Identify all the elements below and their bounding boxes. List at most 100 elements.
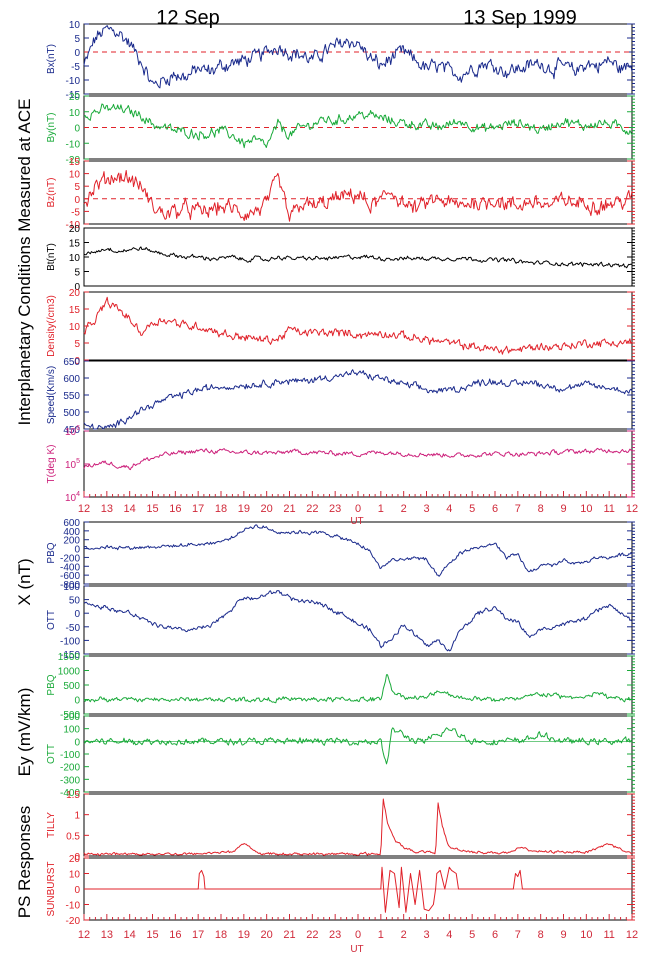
panel-8: 100 50 0 -50 -100 -150 OTT — [46, 582, 635, 661]
y-tick-label: -15 — [66, 90, 81, 101]
y-tick-label: 20 — [69, 288, 81, 299]
y-tick-label: 650 — [63, 357, 80, 368]
panel-frame — [83, 360, 633, 430]
x-tick-label: 14 — [124, 503, 136, 515]
y-tick-label: -10 — [66, 139, 81, 150]
y-tick-label: -10 — [66, 220, 81, 231]
data-series-line — [83, 727, 633, 765]
data-series-line — [83, 798, 633, 857]
group-label-ps: PS Responses — [15, 806, 34, 918]
x-tick-label: 8 — [538, 929, 544, 941]
x-tick-label: 9 — [560, 929, 566, 941]
y-tick-label: 0.5 — [66, 831, 80, 842]
date-left-title: 12 Sep — [156, 7, 219, 29]
y-tick-label: -200 — [60, 763, 80, 774]
x-tick-label: 17 — [192, 503, 204, 515]
x-tick-label: 10 — [580, 929, 592, 941]
y-tick-label: -100 — [60, 750, 80, 761]
panel-frame — [83, 585, 633, 655]
y-tick-label: 100 — [63, 582, 80, 593]
panel-9: 1500 1000 500 0 -500 PBQ — [46, 652, 635, 721]
panel-frame — [83, 227, 633, 287]
y-tick-label: 104 — [65, 491, 80, 504]
y-tick-label: 15 — [69, 157, 81, 168]
y-tick-label: 10 — [69, 108, 81, 119]
y-tick-label: 0 — [74, 282, 80, 293]
y-tick-label: 20 — [69, 92, 81, 103]
x-tick-label: 13 — [101, 929, 113, 941]
x-tick-label: 5 — [469, 929, 475, 941]
y-tick-label: 10 — [69, 322, 81, 333]
y-tick-label: 0 — [74, 48, 80, 59]
x-axis-label-bottom: UT — [350, 944, 363, 954]
y-tick-label: -5 — [71, 62, 80, 73]
y-axis-label: Bt(nT) — [46, 243, 57, 271]
x-axis-middle: 12 13 14 15 16 17 18 19 20 21 22 23 0 1 2 3 4 5 6 7 8 9 10 11 12 — [78, 491, 638, 515]
x-tick-label: 15 — [146, 929, 158, 941]
x-tick-label: 11 — [603, 503, 614, 515]
x-tick-label: 7 — [515, 503, 521, 515]
y-tick-label: 1000 — [58, 667, 81, 678]
y-axis-label: OTT — [46, 744, 57, 764]
y-tick-label: -150 — [60, 650, 80, 661]
y-tick-label: 0 — [74, 609, 80, 620]
x-tick-label: 23 — [329, 503, 341, 515]
y-tick-label: 0 — [74, 885, 80, 896]
y-tick-label: -100 — [60, 636, 80, 647]
y-tick-label: -10 — [66, 76, 81, 87]
y-tick-label: 1.5 — [66, 790, 80, 801]
x-tick-label: 3 — [423, 929, 429, 941]
x-tick-label: 12 — [626, 503, 638, 515]
x-tick-label: 22 — [306, 503, 318, 515]
data-series-line — [83, 25, 633, 89]
x-axis-bottom: 12 13 14 15 16 17 18 19 20 21 22 23 0 1 2 3 4 5 6 7 8 9 10 11 12 — [78, 914, 638, 941]
x-tick-label: 18 — [215, 929, 227, 941]
panel-1: 20 10 0 -10 -20 By(nT) — [46, 92, 635, 166]
x-tick-label: 13 — [101, 503, 113, 515]
data-series-line — [83, 524, 633, 577]
x-tick-label: 12 — [78, 929, 90, 941]
x-tick-label: 20 — [261, 503, 273, 515]
data-series-line — [83, 103, 633, 149]
y-tick-label: 0 — [74, 696, 80, 707]
x-tick-label: 5 — [469, 503, 475, 515]
data-series-line — [83, 296, 633, 355]
y-tick-label: -300 — [60, 775, 80, 786]
x-tick-label: 18 — [215, 503, 227, 515]
panel-frame — [83, 521, 633, 585]
group-label-x: X (nT) — [15, 558, 34, 605]
y-tick-label: 5 — [74, 268, 80, 279]
x-tick-label: 14 — [124, 929, 136, 941]
panel-4: 20 15 10 5 0 Density(/cm3) — [46, 288, 635, 367]
x-tick-label: 9 — [560, 503, 566, 515]
data-series-line — [83, 369, 633, 430]
x-tick-label: 22 — [306, 929, 318, 941]
y-axis-label: TILLY — [46, 812, 57, 838]
y-tick-label: 600 — [63, 518, 80, 529]
x-tick-label: 8 — [538, 503, 544, 515]
y-tick-label: 5 — [74, 34, 80, 45]
data-series-line — [83, 674, 633, 704]
data-series-line — [83, 170, 633, 222]
x-tick-label: 6 — [492, 503, 498, 515]
y-tick-label: 5 — [74, 339, 80, 350]
y-tick-label: 450 — [63, 425, 80, 436]
y-tick-label: 0 — [74, 195, 80, 206]
panel-0: 10 5 0 -5 -10 -15 Bx(nT) — [46, 20, 635, 101]
x-tick-label: 16 — [169, 503, 181, 515]
y-tick-label: -10 — [66, 901, 81, 912]
y-tick-label: 20 — [69, 854, 81, 865]
y-tick-label: 200 — [63, 536, 80, 547]
panel-frame — [83, 160, 633, 225]
y-tick-label: -20 — [66, 155, 81, 166]
y-axis-label: SUNBURST — [46, 861, 57, 916]
x-tick-label: 20 — [261, 929, 273, 941]
y-tick-label: -600 — [60, 571, 80, 582]
y-axis-label: OTT — [46, 610, 57, 630]
panel-6: 106 105 104 T(deg K) — [46, 425, 635, 504]
x-tick-label: 19 — [238, 929, 250, 941]
y-tick-label: 0 — [74, 737, 80, 748]
y-tick-label: 5 — [74, 182, 80, 193]
y-tick-label: 500 — [63, 408, 80, 419]
